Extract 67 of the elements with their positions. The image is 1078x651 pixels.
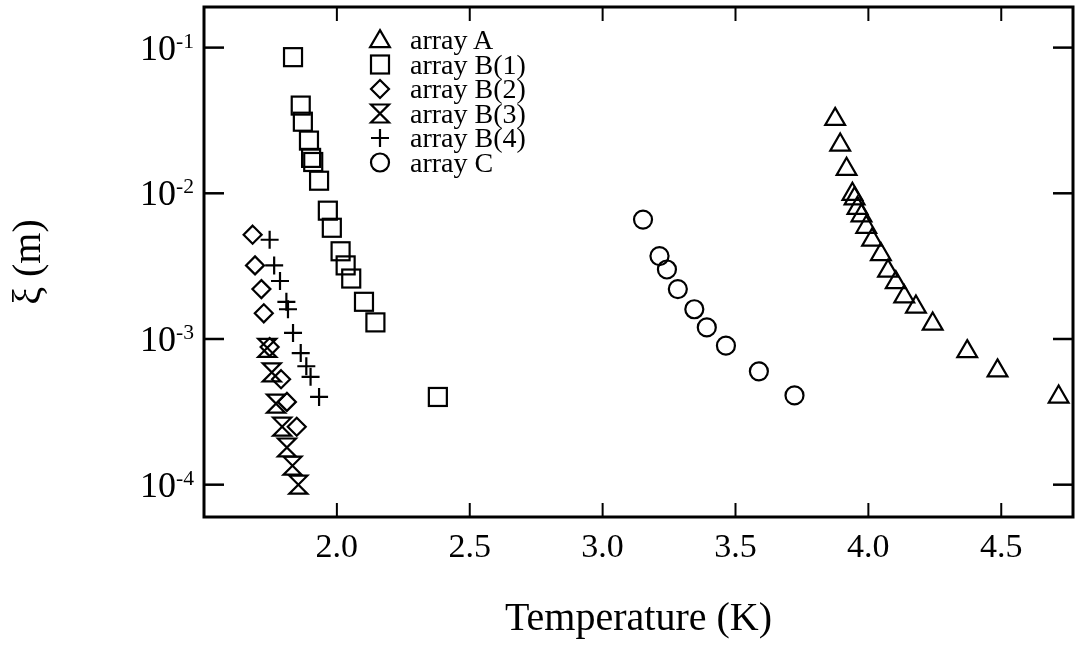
point <box>308 170 330 191</box>
point <box>242 224 263 245</box>
point <box>298 130 320 151</box>
point <box>841 181 864 201</box>
point <box>244 255 266 276</box>
point <box>270 369 292 390</box>
point <box>253 303 274 324</box>
point <box>265 393 287 414</box>
point <box>301 147 322 168</box>
point <box>427 386 448 408</box>
x-tick-label: 3.0 <box>581 527 624 564</box>
point <box>861 227 884 247</box>
point <box>824 106 847 127</box>
point <box>341 268 362 289</box>
point <box>303 151 324 173</box>
point <box>846 195 869 215</box>
point <box>330 241 351 262</box>
point <box>855 214 878 234</box>
point <box>282 47 304 68</box>
point <box>272 416 293 437</box>
point <box>835 156 858 176</box>
y-tick-label: 10$^{-4}$ <box>140 464 195 505</box>
x-tick-label: 4.0 <box>847 527 890 564</box>
point <box>843 186 866 206</box>
point <box>904 294 927 314</box>
point <box>317 200 338 221</box>
x-tick-label: 4.5 <box>980 527 1023 564</box>
point <box>1047 384 1070 404</box>
x-tick-label: 2.0 <box>315 527 359 564</box>
point <box>288 474 309 495</box>
point <box>986 358 1009 378</box>
y-tick-label: 10$^{-2}$ <box>140 173 194 214</box>
point <box>956 339 979 359</box>
point <box>784 385 805 406</box>
point <box>276 391 298 412</box>
point <box>282 455 303 476</box>
point <box>696 317 717 338</box>
x-axis-title: Temperature (K) <box>504 594 773 639</box>
point <box>829 132 852 152</box>
point <box>321 217 342 238</box>
x-tick-label: 2.5 <box>448 527 491 564</box>
point <box>877 258 900 278</box>
point <box>869 241 892 262</box>
point <box>884 270 907 290</box>
point <box>667 279 688 300</box>
point <box>286 416 307 437</box>
y-axis-title: ξ (m) <box>4 219 49 305</box>
point <box>292 111 313 132</box>
point <box>921 311 944 331</box>
point <box>632 209 654 230</box>
point <box>748 361 769 382</box>
point <box>261 362 282 383</box>
point <box>276 437 298 458</box>
point <box>365 312 386 333</box>
point <box>656 259 678 280</box>
x-tick-label: 3.5 <box>714 527 757 564</box>
y-tick-label: 10$^{-1}$ <box>140 27 194 68</box>
point <box>715 335 737 356</box>
point <box>684 299 705 320</box>
point <box>335 255 356 276</box>
point <box>290 95 311 116</box>
point <box>893 284 916 304</box>
point <box>850 203 873 223</box>
point <box>353 291 375 312</box>
point <box>649 246 670 267</box>
point <box>251 279 272 300</box>
y-tick-label: 10$^{-3}$ <box>140 318 194 359</box>
